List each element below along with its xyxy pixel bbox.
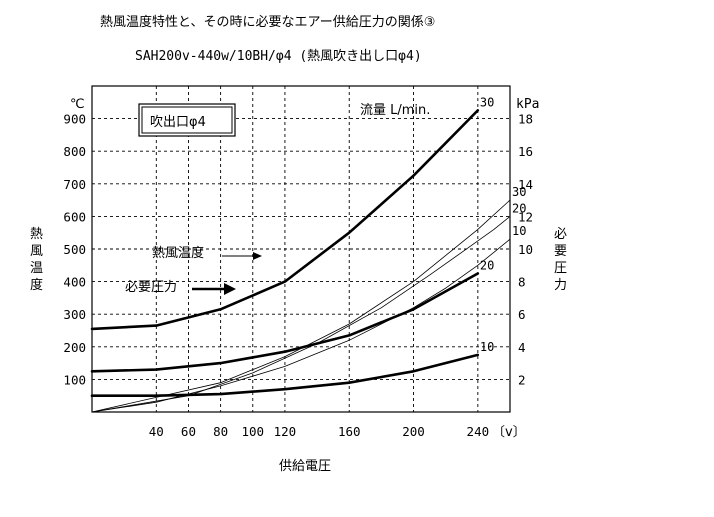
flow-label: 流量 L/min. [360, 103, 430, 118]
tick-labels: 40 60 80 100 120 160 200 240 100 200 300 400 500 600 7… [63, 112, 533, 439]
x-tick-label: 80 [213, 424, 228, 439]
y-left-label: 熱風温度 [30, 227, 43, 293]
y-right-tick-label: 4 [518, 340, 526, 355]
y-right-tick-label: 10 [518, 242, 533, 257]
y-left-tick-label: 800 [63, 144, 86, 159]
pressure-series-label-20: 20 [480, 258, 494, 272]
temperature-line-20 [91, 216, 511, 413]
inset-label-outer [138, 103, 236, 137]
x-tick-label: 40 [149, 424, 164, 439]
y-left-tick-label: 400 [63, 275, 86, 290]
temperature-series-label-20: 20 [512, 201, 526, 215]
y-right-tick-label: 6 [518, 307, 526, 322]
chart-subtitle: SAH200v-440w/10BH/φ4 (熱風吹き出し口φ4) [135, 49, 422, 64]
y-left-tick-label: 500 [63, 242, 86, 257]
x-tick-label: 160 [338, 424, 361, 439]
annotation-temperature: 熱風温度 [152, 245, 204, 261]
y-right-tick-label: 2 [518, 372, 526, 387]
temperature-series-label-10: 10 [512, 224, 526, 238]
temperature-line-30 [91, 199, 511, 413]
annotation-temperature-arrowhead [253, 252, 262, 260]
y-left-tick-label: 200 [63, 340, 86, 355]
annotation-pressure: 必要圧力 [125, 280, 177, 295]
y-right-label: 必要圧力 [554, 227, 567, 293]
y-left-tick-label: 900 [63, 112, 86, 127]
inset-label: 吹出口φ4 [150, 115, 206, 130]
pressure-series-label-30: 30 [480, 95, 494, 109]
inset-label-inner [141, 106, 233, 134]
x-unit: 〔v〕 [492, 425, 526, 440]
pressure-line-10 [90, 353, 480, 397]
series-layer: 10 20 30 30 20 10 [90, 95, 526, 413]
temperature-series-label-30: 30 [512, 185, 526, 199]
x-axis-label: 供給電圧 [279, 459, 331, 474]
y-left-tick-label: 300 [63, 307, 86, 322]
y-right-tick-label: 12 [518, 209, 533, 224]
y-left-unit: ℃ [70, 97, 85, 112]
y-right-tick-label: 18 [518, 112, 533, 127]
y-left-tick-label: 600 [63, 209, 86, 224]
y-right-tick-label: 14 [518, 177, 533, 192]
y-right-unit: kPa [516, 97, 539, 112]
annotation-pressure-arrowhead [224, 283, 236, 295]
x-tick-label: 200 [402, 424, 425, 439]
x-tick-label: 240 [467, 424, 490, 439]
x-tick-label: 120 [274, 424, 297, 439]
y-left-tick-label: 100 [63, 372, 86, 387]
x-tick-label: 100 [241, 424, 264, 439]
pressure-line-30 [90, 109, 480, 331]
x-tick-label: 60 [181, 424, 196, 439]
y-right-tick-label: 16 [518, 144, 533, 159]
y-right-tick-label: 8 [518, 275, 526, 290]
pressure-line-20 [90, 272, 480, 373]
pressure-series-label-10: 10 [480, 340, 494, 354]
y-left-tick-label: 700 [63, 177, 86, 192]
chart-title: 熱風温度特性と、その時に必要なエアー供給圧力の関係③ [100, 14, 435, 30]
